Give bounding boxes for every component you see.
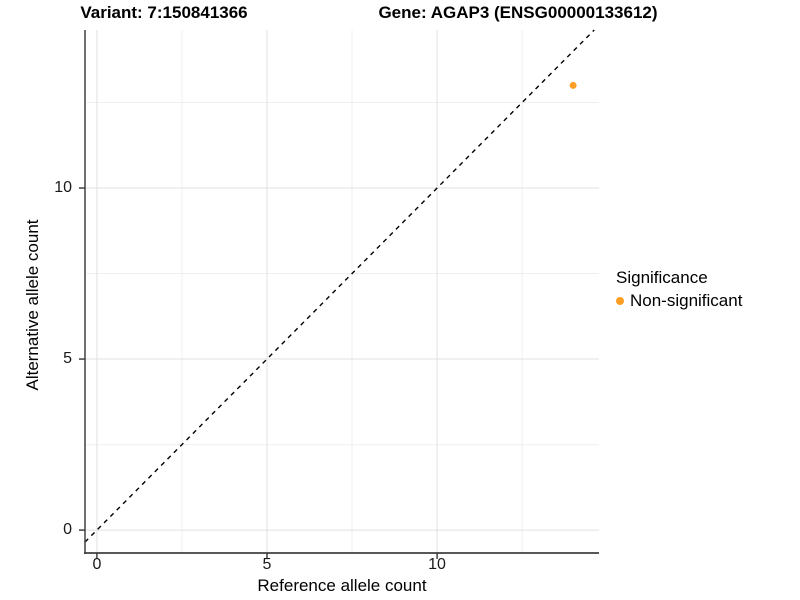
y-tick-label: 10: [54, 179, 72, 196]
data-point: [569, 81, 577, 89]
x-tick-label: 5: [262, 556, 272, 573]
legend-title: Significance: [616, 268, 708, 287]
y-axis-label: Alternative allele count: [23, 219, 42, 391]
legend-entry: Non-significant: [616, 291, 742, 311]
legend-point-icon: [616, 297, 624, 305]
legend-entry-label: Non-significant: [630, 291, 743, 310]
identity-line: [84, 29, 595, 543]
x-tick-label: 10: [428, 556, 446, 573]
legend: Significance Non-significant: [616, 268, 742, 311]
y-tick-label: 5: [63, 350, 72, 367]
x-axis-label: Reference allele count: [257, 576, 427, 595]
y-tick-label: 0: [63, 521, 72, 538]
plot-title-variant: Variant: 7:150841366: [80, 3, 248, 22]
plot-title-gene: Gene: AGAP3 (ENSG00000133612): [378, 3, 658, 22]
x-tick-label: 0: [92, 556, 102, 573]
